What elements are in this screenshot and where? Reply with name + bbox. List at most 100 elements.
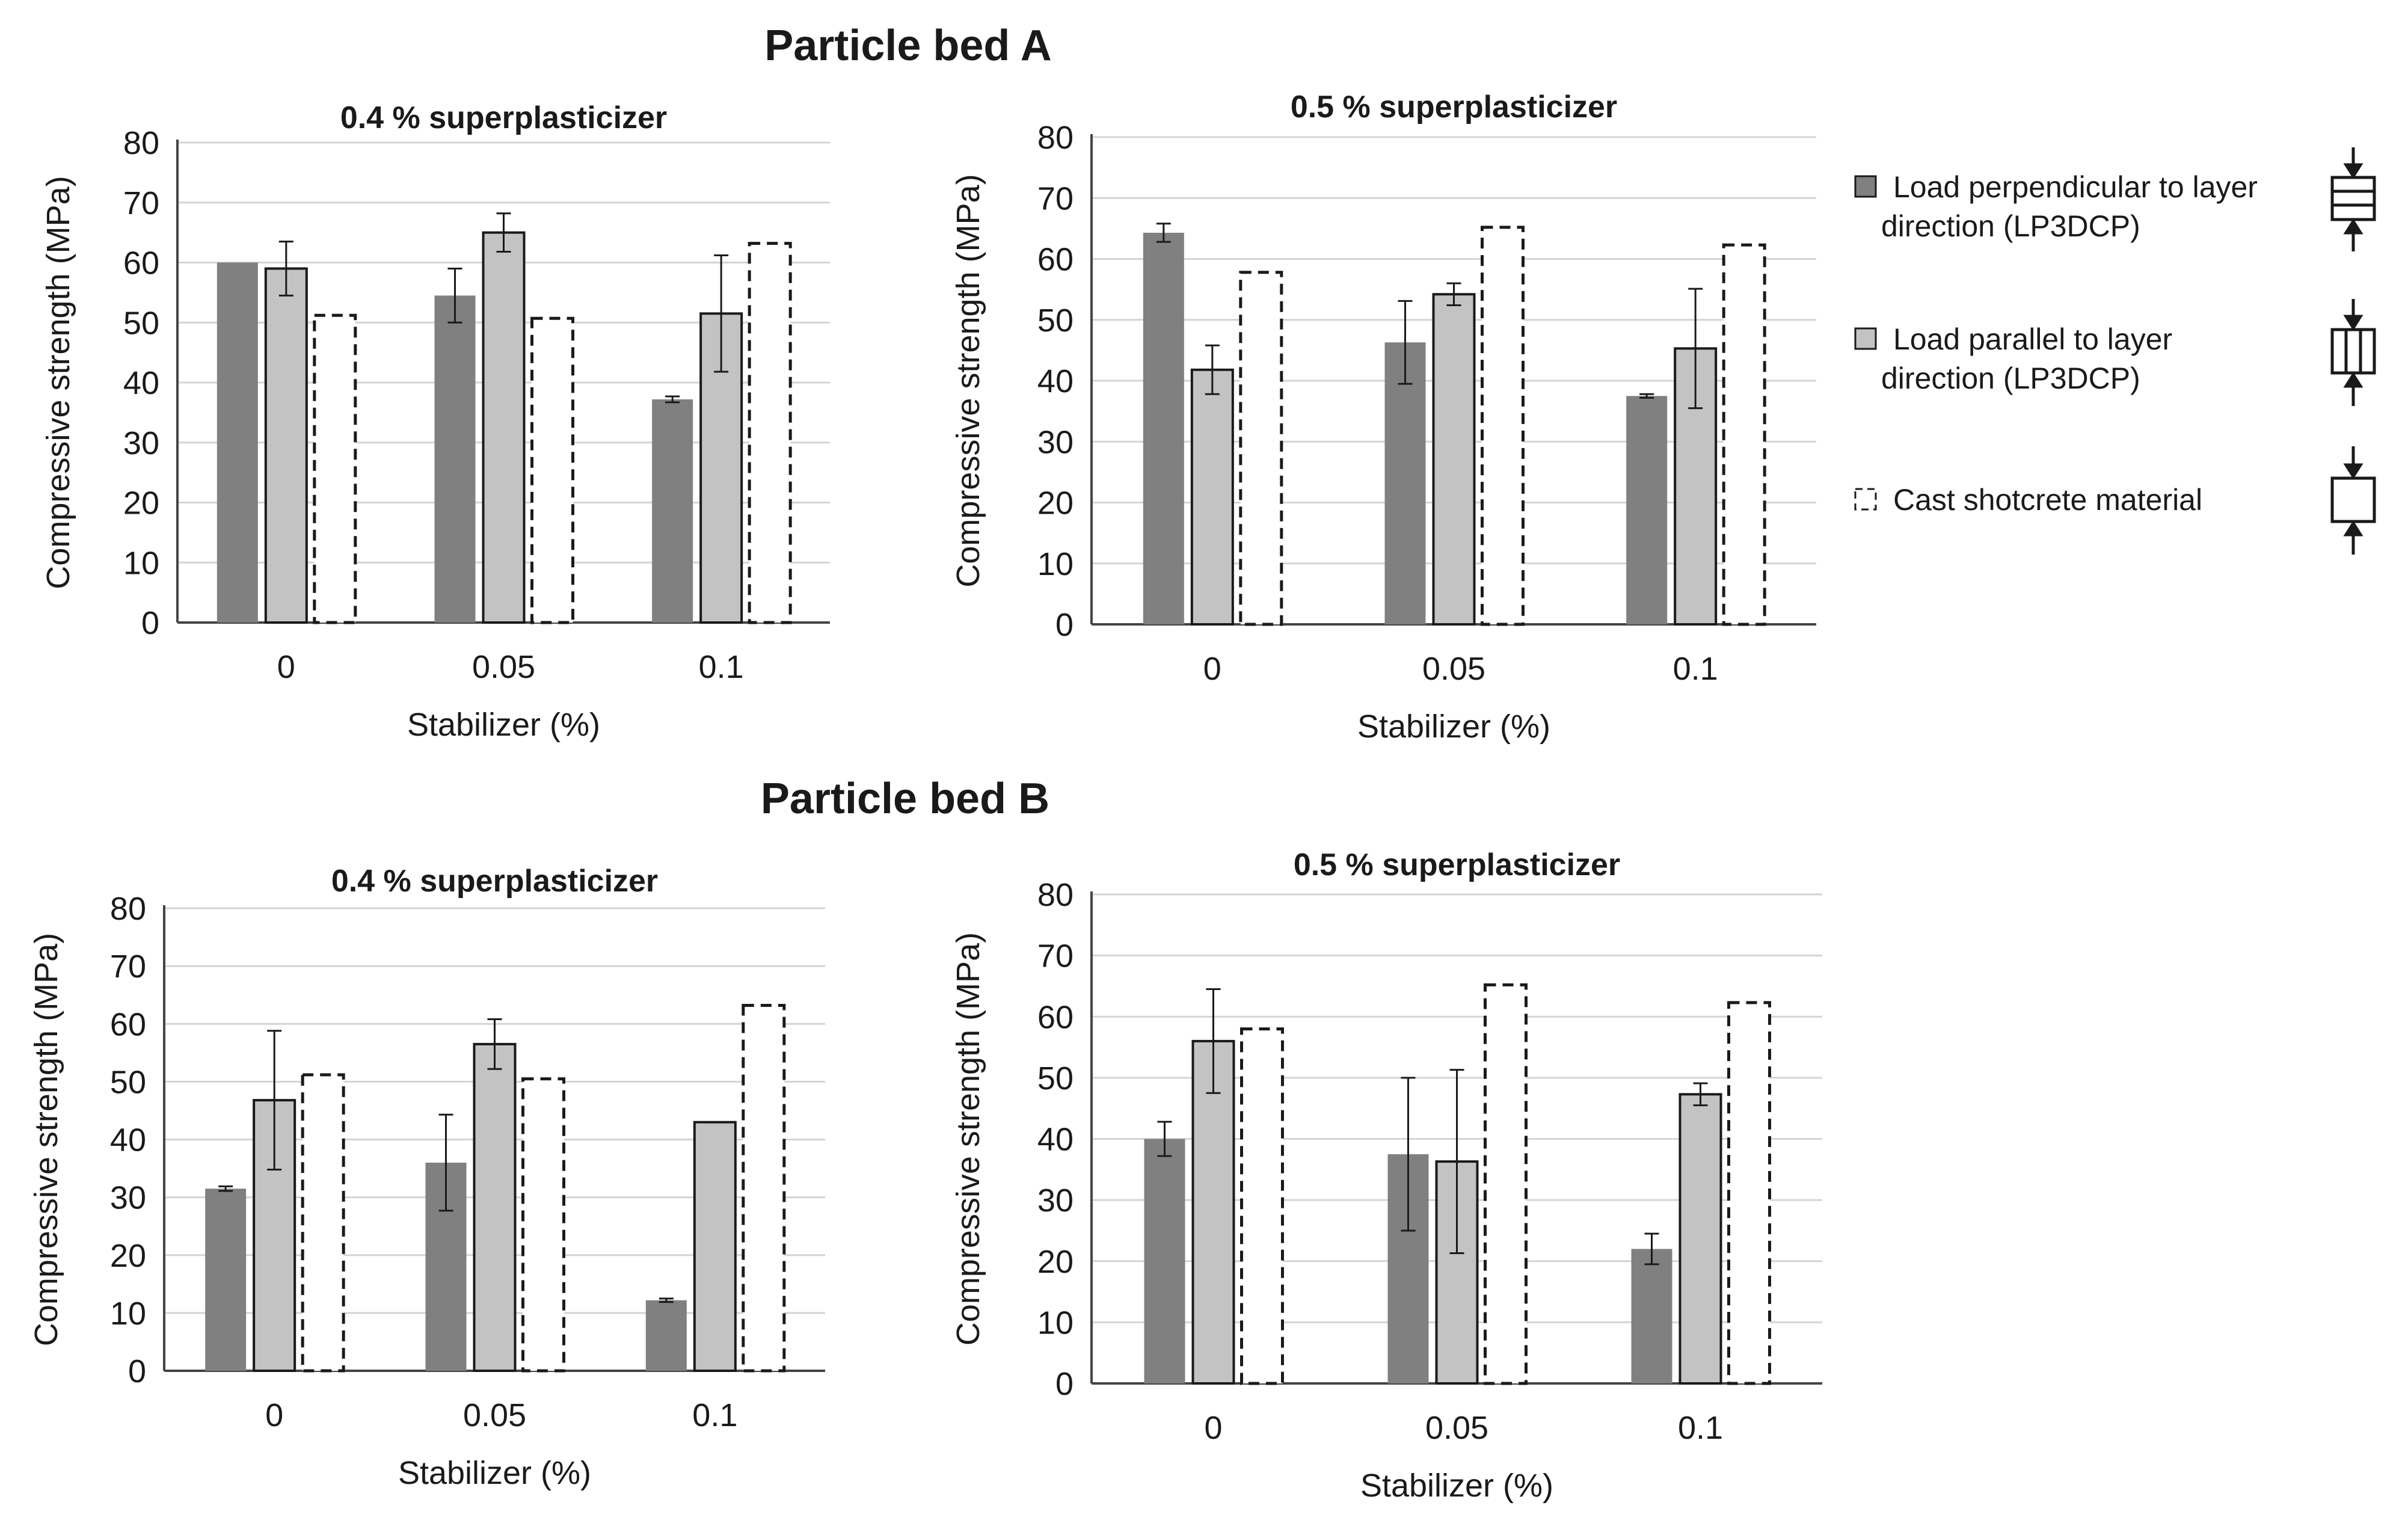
bar-parallel (264, 267, 308, 624)
y-tick-label: 30 (110, 1180, 146, 1216)
x-tick-label: 0 (265, 1397, 283, 1433)
x-tick-label: 0.1 (692, 1397, 737, 1433)
x-tick-label: 0.05 (463, 1397, 526, 1433)
y-tick-label: 80 (1037, 120, 1073, 156)
bar-cast (748, 242, 792, 624)
x-tick-label: 0 (1204, 1410, 1222, 1446)
legend-label-parallel-line1: Load parallel to layer (1893, 322, 2172, 356)
x-tick-label: 0.1 (699, 649, 744, 685)
y-tick-label: 20 (110, 1238, 146, 1274)
bar-parallel (693, 1121, 737, 1372)
bar-cast (1481, 226, 1525, 626)
y-tick-label: 10 (1037, 546, 1073, 582)
y-tick-label: 50 (110, 1064, 146, 1100)
bar-parallel (1679, 1093, 1722, 1385)
chart-title: 0.5 % superplasticizer (1291, 90, 1617, 125)
x-axis-title: Stabilizer (%) (1360, 1468, 1553, 1504)
chart-title: 0.4 % superplasticizer (331, 864, 658, 899)
bar-perpendicular (1631, 1249, 1672, 1383)
y-tick-label: 60 (110, 1006, 146, 1042)
y-tick-label: 30 (1037, 424, 1073, 460)
y-tick-label: 80 (1037, 877, 1073, 913)
legend-swatch-cast (1854, 488, 1877, 511)
bar-cast (313, 313, 357, 624)
y-tick-label: 50 (123, 305, 159, 341)
y-tick-label: 0 (128, 1353, 146, 1389)
chart-2: 0 10 20 30 40 50 60 70 80 0 0.05 0.1 0.5 % superplas… (950, 90, 1816, 745)
y-tick-label: 0 (1055, 1366, 1073, 1402)
y-tick-label: 70 (110, 949, 146, 985)
bar-parallel (1190, 368, 1234, 626)
y-axis-title: Compressive strength (MPa) (40, 176, 76, 589)
bar-cast (742, 1003, 786, 1373)
bar-perpendicular (1143, 232, 1184, 624)
bar-perpendicular (1384, 342, 1426, 624)
chart-4: 0 10 20 30 40 50 60 70 80 0 0.05 0.1 0.5 % superplas… (950, 847, 1822, 1504)
specimen-perpendicular-icon (2330, 147, 2376, 251)
x-tick-label: 0 (1203, 651, 1221, 687)
y-tick-label: 70 (1037, 180, 1073, 217)
y-tick-label: 10 (123, 545, 159, 581)
bar-cast (1484, 983, 1528, 1385)
legend-label-perpendicular-line2: direction (LP3DCP) (1881, 209, 2140, 243)
y-tick-label: 10 (110, 1296, 146, 1332)
y-tick-label: 20 (1037, 1244, 1073, 1280)
specimen-parallel-icon (2330, 299, 2376, 406)
specimen-cast-icon (2330, 446, 2376, 555)
x-tick-label: 0.05 (1425, 1410, 1488, 1446)
y-tick-label: 70 (1037, 938, 1073, 974)
legend-swatch-perpendicular (1854, 175, 1877, 198)
y-tick-label: 40 (1037, 363, 1073, 399)
heading-particle-bed-b: Particle bed B (761, 775, 1049, 823)
y-axis-title: Compressive strength (MPa) (28, 933, 64, 1346)
bar-parallel (1674, 347, 1718, 626)
y-tick-label: 80 (123, 125, 159, 161)
y-tick-label: 40 (110, 1122, 146, 1158)
chart-3: 0 10 20 30 40 50 60 70 80 0 0.05 0.1 0.4 % superplas… (28, 864, 825, 1491)
charts: 0 10 20 30 40 50 60 70 80 0 0.05 0.1 0.4 % superplas… (28, 90, 1822, 1504)
bar-parallel (1191, 1039, 1235, 1385)
y-tick-label: 30 (123, 425, 159, 461)
y-tick-label: 30 (1037, 1183, 1073, 1219)
bar-cast (530, 316, 574, 624)
heading-particle-bed-a: Particle bed A (764, 22, 1052, 70)
chart-1: 0 10 20 30 40 50 60 70 80 0 0.05 0.1 0.4 % superplas… (40, 100, 830, 743)
y-tick-label: 70 (123, 185, 159, 221)
bar-parallel (482, 231, 526, 624)
y-tick-label: 50 (1037, 303, 1073, 339)
y-tick-label: 50 (1037, 1060, 1073, 1097)
bar-perpendicular (1144, 1139, 1185, 1383)
bar-cast (1727, 1001, 1771, 1385)
x-tick-label: 0.1 (1673, 651, 1718, 687)
bar-perpendicular (217, 262, 258, 623)
legend-swatch-parallel (1854, 327, 1877, 350)
x-axis-title: Stabilizer (%) (407, 707, 600, 743)
y-tick-label: 80 (110, 891, 146, 927)
bar-perpendicular (434, 295, 476, 623)
legend: Load perpendicular to layer direction (L… (1854, 147, 2376, 555)
y-tick-label: 20 (1037, 485, 1073, 521)
x-tick-label: 0 (277, 649, 295, 685)
bar-parallel (473, 1042, 517, 1373)
bar-cast (1722, 243, 1766, 626)
legend-label-parallel-line2: direction (LP3DCP) (1881, 361, 2140, 395)
x-axis-title: Stabilizer (%) (398, 1455, 591, 1491)
y-axis-title: Compressive strength (MPa) (950, 932, 986, 1346)
bar-perpendicular (205, 1189, 247, 1371)
y-tick-label: 0 (1055, 607, 1073, 643)
y-tick-label: 40 (123, 365, 159, 401)
y-tick-label: 10 (1037, 1305, 1073, 1341)
chart-title: 0.4 % superplasticizer (340, 100, 667, 135)
y-tick-label: 60 (123, 245, 159, 281)
y-tick-label: 60 (1037, 242, 1073, 278)
y-tick-label: 60 (1037, 999, 1073, 1035)
bar-parallel (1432, 293, 1476, 626)
bar-perpendicular (652, 399, 693, 623)
y-tick-label: 0 (141, 605, 159, 641)
bar-cast (1239, 271, 1283, 626)
legend-label-cast: Cast shotcrete material (1893, 483, 2202, 517)
x-tick-label: 0.05 (472, 649, 535, 685)
bar-cast (521, 1077, 565, 1373)
x-axis-title: Stabilizer (%) (1357, 709, 1550, 745)
